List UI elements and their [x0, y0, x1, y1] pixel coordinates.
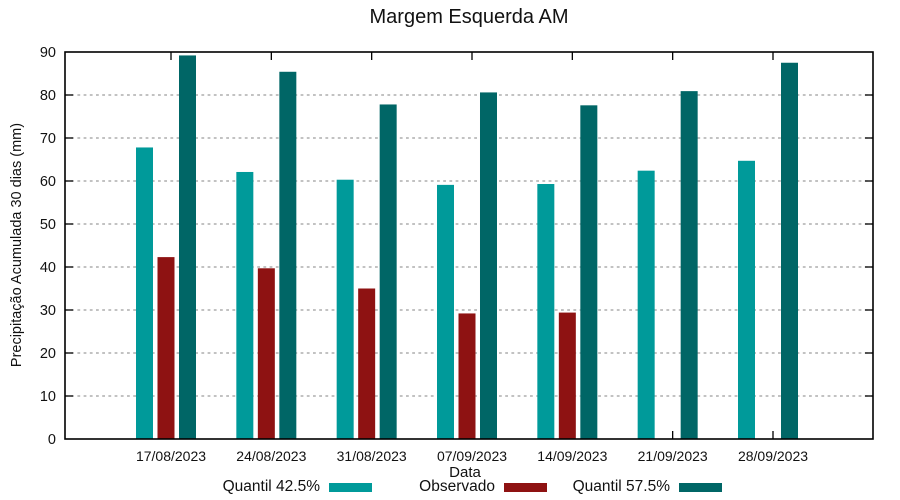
legend-entry-observado: Observado [419, 478, 547, 496]
y-tick-label: 60 [40, 174, 56, 190]
bar-quantil-42-5 [537, 184, 555, 439]
x-tick-label: 31/08/2023 [337, 448, 407, 464]
bar-quantil-42-5 [637, 170, 655, 439]
x-tick-label: 21/09/2023 [638, 448, 708, 464]
legend-entry-quantil-42-5: Quantil 42.5% [223, 478, 372, 496]
bar-quantil-42-5 [436, 184, 454, 439]
legend-label-quantil-42-5: Quantil 42.5% [222, 478, 320, 495]
plot-border [64, 51, 874, 440]
bar-quantil-57-5 [379, 104, 397, 440]
bar-observado [157, 257, 175, 439]
legend-swatch-quantil-57-5 [679, 482, 722, 492]
bar-quantil-57-5 [479, 92, 497, 440]
y-tick-label: 80 [40, 88, 56, 104]
legend-swatch-quantil-42-5 [329, 482, 372, 492]
x-tick-label: 14/09/2023 [537, 448, 607, 464]
bar-quantil-42-5 [236, 171, 254, 439]
x-tick-label: 17/08/2023 [136, 448, 206, 464]
bar-quantil-57-5 [179, 55, 196, 439]
x-tick-label: 24/08/2023 [236, 448, 306, 464]
x-axis-label: Data [449, 464, 481, 481]
legend-swatch-observado [504, 482, 547, 492]
legend-label-observado: Observado [419, 478, 495, 495]
bar-observado [558, 312, 576, 439]
bar-quantil-42-5 [737, 160, 755, 440]
bar-quantil-42-5 [136, 147, 153, 439]
y-tick-label: 70 [40, 131, 56, 147]
y-tick-label: 0 [48, 432, 56, 448]
x-tick-label: 07/09/2023 [437, 448, 507, 464]
x-tick-label: 28/09/2023 [738, 448, 808, 464]
y-tick-label: 50 [40, 217, 56, 233]
bar-quantil-57-5 [680, 91, 698, 439]
y-tick-label: 40 [40, 260, 56, 276]
y-tick-label: 10 [40, 389, 56, 405]
bar-observado [257, 268, 275, 439]
bar-quantil-57-5 [580, 105, 598, 439]
y-tick-label: 20 [40, 346, 56, 362]
chart-title: Margem Esquerda AM [369, 6, 569, 28]
y-tick-label: 30 [40, 303, 56, 319]
legend-label-quantil-57-5: Quantil 57.5% [572, 478, 670, 495]
bar-observado [458, 313, 476, 439]
bar-quantil-42-5 [336, 179, 354, 439]
legend-entry-quantil-57-5: Quantil 57.5% [573, 478, 722, 496]
y-tick-label: 90 [40, 45, 56, 61]
bar-observado [358, 288, 376, 439]
bar-quantil-57-5 [780, 62, 798, 439]
bar-quantil-57-5 [279, 71, 297, 439]
